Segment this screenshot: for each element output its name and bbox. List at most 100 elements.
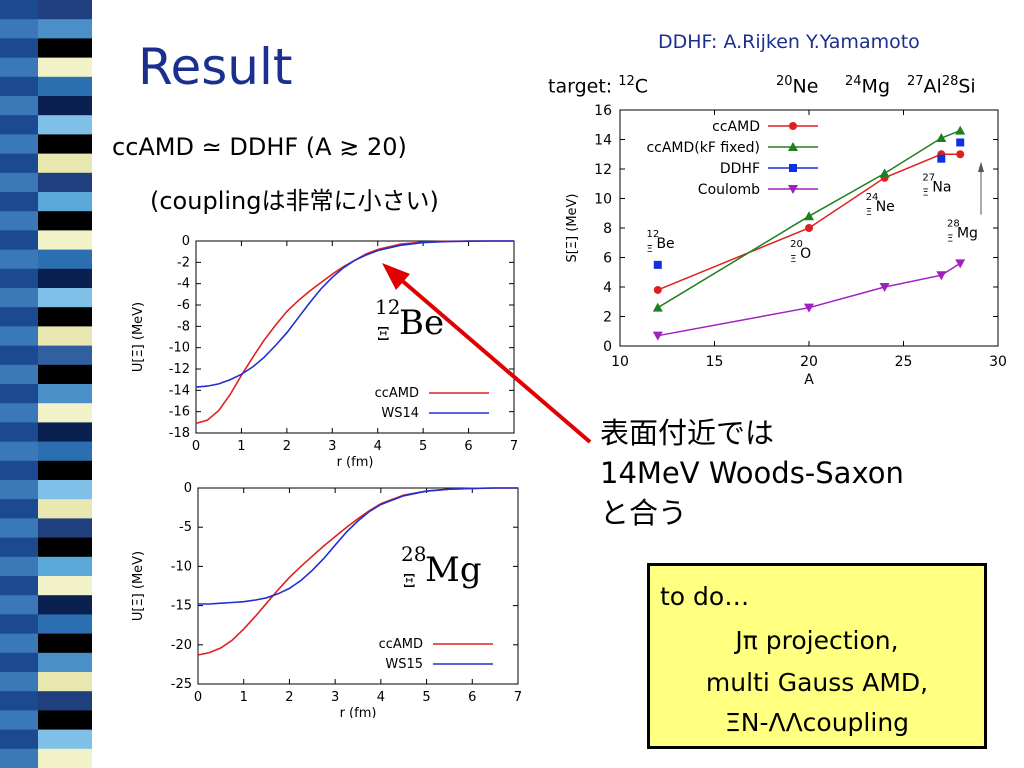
stripe-block bbox=[38, 134, 92, 155]
data-point bbox=[652, 302, 663, 312]
y-tick-label: -5 bbox=[179, 520, 192, 535]
stripe-block bbox=[38, 288, 92, 308]
data-point bbox=[879, 283, 890, 292]
stripe-block bbox=[0, 537, 38, 558]
nucleus-symbol: Mg bbox=[425, 550, 482, 590]
data-point bbox=[804, 303, 814, 313]
stripe-block bbox=[0, 153, 38, 174]
data-point bbox=[955, 259, 966, 269]
stripe-block bbox=[38, 595, 92, 615]
annotation-symbol: O bbox=[800, 246, 811, 262]
stripe-block bbox=[38, 57, 92, 78]
y-tick-label: 0 bbox=[603, 339, 612, 355]
x-tick-label: 7 bbox=[514, 690, 522, 705]
stripe-block bbox=[38, 633, 92, 654]
stripe-block bbox=[38, 537, 92, 558]
y-tick-label: -10 bbox=[169, 341, 190, 356]
stripe-block bbox=[0, 556, 38, 577]
stripe-block bbox=[38, 115, 92, 135]
annotation-sub: Ξ bbox=[646, 244, 652, 255]
stripe-block bbox=[38, 748, 92, 768]
stripe-block bbox=[0, 499, 38, 519]
annotation-sub: Ξ bbox=[866, 207, 872, 218]
data-point bbox=[653, 285, 662, 294]
annotation-arrowhead bbox=[977, 161, 984, 172]
nucleus-annotation: 28 Ξ Mg bbox=[947, 218, 978, 244]
y-tick-label: 6 bbox=[603, 251, 612, 267]
y-tick-label: 8 bbox=[603, 221, 612, 237]
stripe-block bbox=[38, 96, 92, 116]
target-al-si: 27Al28Si bbox=[907, 74, 976, 98]
x-tick-label: 30 bbox=[989, 354, 1007, 370]
mg28-potential-chart: 0 1 2 3 4 5 6 7 0 -5 -10 -15 -20 -25 r (fm) U[Ξ] (MeV) c… bbox=[131, 481, 522, 718]
data-point bbox=[955, 125, 966, 135]
stripe-block bbox=[38, 672, 92, 692]
data-point bbox=[804, 211, 814, 221]
stripe-block bbox=[0, 576, 38, 596]
todo-item-2: multi Gauss AMD, bbox=[705, 668, 929, 697]
nucleus-mass: 12 bbox=[375, 295, 400, 319]
y-tick-label: -20 bbox=[171, 638, 192, 653]
stripe-block bbox=[38, 326, 92, 347]
nucleus-sub: Ξ bbox=[403, 571, 416, 592]
nucleus-sub: Ξ bbox=[377, 324, 390, 345]
stripe-block bbox=[0, 192, 38, 212]
stripe-block bbox=[38, 691, 92, 711]
stripe-block bbox=[0, 307, 38, 327]
stripe-block bbox=[38, 614, 92, 635]
annotation-symbol: Ne bbox=[876, 199, 895, 215]
y-tick-label: 4 bbox=[603, 280, 612, 296]
callout-line-3: と合う bbox=[600, 496, 688, 530]
callout-arrow bbox=[382, 263, 592, 444]
y-tick-label: -25 bbox=[171, 677, 192, 692]
stripe-block bbox=[38, 729, 92, 750]
annotation-mass: 27 bbox=[922, 173, 935, 184]
stripe-block bbox=[38, 480, 92, 500]
series-line-ws14 bbox=[195, 240, 514, 388]
stripe-block bbox=[0, 288, 38, 308]
annotation-mass: 24 bbox=[866, 192, 879, 203]
plot-frame bbox=[195, 240, 515, 434]
stripe-block bbox=[0, 595, 38, 615]
stripe-block bbox=[38, 19, 92, 39]
nucleus-label: 28 Ξ Mg bbox=[401, 542, 482, 592]
target-ne: 20Ne bbox=[776, 74, 819, 98]
y-axis-label: U[Ξ] (MeV) bbox=[131, 551, 146, 621]
stripe-block bbox=[0, 480, 38, 500]
stripe-block bbox=[0, 729, 38, 750]
nucleus-annotation: 12 Ξ Be bbox=[646, 229, 674, 255]
coupling-note: (couplingは非常に小さい) bbox=[150, 187, 439, 215]
legend-label: Coulomb bbox=[698, 182, 760, 198]
stripe-block bbox=[38, 230, 92, 251]
data-point bbox=[789, 122, 797, 130]
stripe-block bbox=[0, 441, 38, 462]
stripe-block bbox=[38, 153, 92, 174]
stripe-block bbox=[38, 307, 92, 327]
stripe-block bbox=[0, 0, 38, 20]
stripe-block bbox=[0, 230, 38, 251]
x-tick-label: 3 bbox=[328, 439, 336, 454]
y-tick-label: -14 bbox=[169, 383, 190, 398]
data-point bbox=[937, 154, 946, 163]
x-tick-label: 6 bbox=[464, 439, 472, 454]
todo-box: to do… Jπ projection, multi Gauss AMD, Ξ… bbox=[647, 563, 987, 749]
stripe-block bbox=[0, 76, 38, 97]
y-tick-label: 12 bbox=[594, 162, 612, 178]
x-tick-label: 1 bbox=[237, 439, 245, 454]
stripe-block bbox=[0, 403, 38, 423]
stripe-block bbox=[38, 710, 92, 731]
x-tick-label: 1 bbox=[240, 690, 248, 705]
legend-label: DDHF bbox=[720, 161, 760, 177]
x-tick-label: 4 bbox=[374, 439, 382, 454]
y-tick-label: -12 bbox=[169, 362, 190, 377]
x-axis-label: A bbox=[804, 372, 814, 388]
legend-label: ccAMD bbox=[712, 119, 760, 135]
annotation-sub: Ξ bbox=[790, 254, 796, 265]
y-tick-label: -6 bbox=[177, 298, 190, 313]
callout-line-1: 表面付近では bbox=[600, 416, 775, 450]
x-axis-label: r (fm) bbox=[340, 706, 377, 718]
stripe-block bbox=[0, 115, 38, 135]
y-tick-label: 2 bbox=[603, 310, 612, 326]
y-axis-label: S[Ξ] (MeV) bbox=[565, 194, 580, 263]
annotation-symbol: Na bbox=[932, 180, 951, 196]
